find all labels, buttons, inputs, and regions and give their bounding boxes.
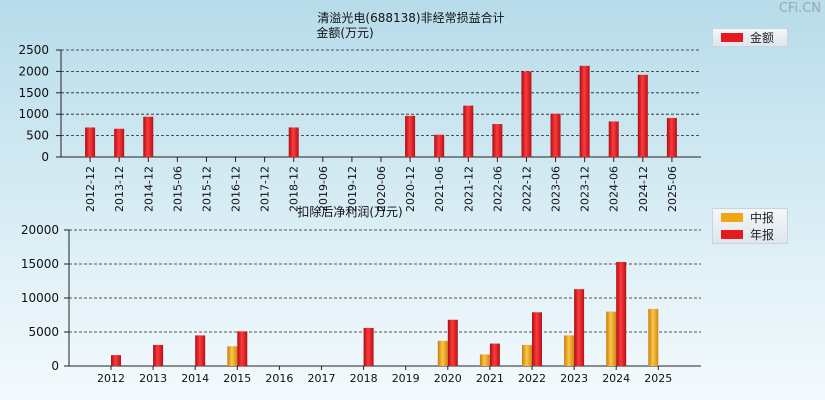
y-tick-label: 2000 — [18, 64, 49, 78]
x-tick-label: 2017 — [308, 372, 336, 385]
x-tick-label: 2024 — [602, 372, 630, 385]
x-tick-label: 2025-06 — [666, 166, 679, 212]
bottom-chart: 0 5000 10000 15000 20000 扣除后净利润(万元) 2012 2013 20… — [21, 204, 701, 385]
bar-annual — [237, 331, 248, 366]
y-tick-label: 10000 — [21, 291, 59, 305]
x-tick-label: 2019-06 — [317, 166, 330, 212]
bar-amount — [405, 115, 416, 157]
bar-interim — [479, 354, 490, 366]
bar-annual — [574, 289, 585, 366]
y-tick-label: 2500 — [18, 43, 49, 57]
legend-swatch-annual — [721, 230, 743, 239]
x-tick-label: 2017-12 — [259, 166, 272, 212]
bar-amount — [85, 127, 96, 157]
x-tick-label: 2014-12 — [142, 166, 155, 212]
bar-amount — [579, 65, 590, 157]
bar-amount — [143, 116, 154, 157]
bar-annual — [195, 335, 206, 366]
x-tick-label: 2015-12 — [200, 166, 213, 212]
bar-amount — [637, 74, 648, 157]
x-tick-label: 2015 — [223, 372, 251, 385]
x-tick-label: 2014 — [181, 372, 209, 385]
x-tick-label: 2022-12 — [520, 166, 533, 212]
y-tick-label: 500 — [26, 129, 49, 143]
legend-label-interim: 中报 — [750, 211, 775, 225]
y-tick-label: 20000 — [21, 223, 59, 237]
legend-item-amount[interactable]: 金额 — [713, 29, 787, 46]
y-tick-label: 5000 — [28, 325, 59, 339]
x-tick-label: 2018-12 — [288, 166, 301, 212]
bar-interim — [522, 344, 532, 366]
bar-amount — [550, 113, 561, 157]
x-tick-label: 2019-12 — [346, 166, 359, 212]
x-tick-label: 2015-06 — [171, 166, 184, 212]
y-tick-label: 1500 — [18, 86, 49, 100]
x-tick-label: 2013 — [139, 372, 167, 385]
x-tick-label: 2012-12 — [84, 166, 97, 212]
bar-annual — [447, 319, 458, 366]
y-tick-label: 0 — [41, 150, 49, 164]
x-tick-label: 2021-12 — [462, 166, 475, 212]
top-chart-title: 清溢光电(688138)非经常损益合计 — [317, 10, 504, 25]
bar-amount — [608, 121, 619, 157]
bar-annual — [616, 261, 627, 366]
bar-interim — [648, 308, 659, 366]
bar-amount — [434, 134, 445, 157]
bar-amount — [492, 124, 503, 157]
bar-interim — [227, 346, 238, 366]
legend-swatch-amount — [721, 33, 743, 42]
watermark: CFi.CN — [778, 1, 821, 16]
x-tick-label: 2020 — [434, 372, 462, 385]
x-tick-label: 2016 — [265, 372, 293, 385]
x-tick-label: 2025 — [644, 372, 672, 385]
bar-amount — [666, 118, 677, 157]
x-tick-label: 2021-06 — [433, 166, 446, 212]
legend-item-annual[interactable]: 年报 — [713, 226, 787, 243]
bar-amount — [114, 128, 125, 157]
x-tick-label: 2019 — [392, 372, 420, 385]
x-tick-label: 2023-12 — [579, 166, 592, 212]
bar-amount — [288, 127, 299, 157]
x-tick-label: 2022 — [518, 372, 546, 385]
x-tick-label: 2012 — [97, 372, 125, 385]
bar-amount — [521, 71, 532, 157]
bar-amount — [463, 105, 474, 157]
legend-label-annual: 年报 — [750, 228, 775, 242]
x-tick-label: 2013-12 — [113, 166, 126, 212]
top-chart-ylabel: 金额(万元) — [316, 25, 373, 40]
top-legend: 金额 — [712, 28, 788, 47]
bar-annual — [489, 343, 500, 366]
x-tick-label: 2022-06 — [491, 166, 504, 212]
top-chart: 0 500 1000 1500 2000 2500 清溢光电(688138)非经常损益合计金… — [18, 10, 701, 212]
x-tick-label: 2023-06 — [550, 166, 563, 212]
bottom-chart-title: 扣除后净利润(万元) — [297, 204, 402, 219]
x-tick-label: 2020-06 — [375, 166, 388, 212]
y-tick-label: 1000 — [18, 107, 49, 121]
bar-interim — [606, 311, 617, 366]
bar-annual — [363, 327, 374, 366]
y-tick-label: 0 — [51, 359, 59, 373]
bar-annual — [532, 312, 542, 366]
legend-item-interim[interactable]: 中报 — [713, 209, 787, 226]
x-tick-label: 2024-12 — [637, 166, 650, 212]
x-tick-label: 2021 — [476, 372, 504, 385]
bar-interim — [564, 335, 575, 366]
bar-annual — [153, 344, 164, 366]
x-tick-label: 2018 — [350, 372, 378, 385]
bar-interim — [437, 340, 448, 366]
legend-label-amount: 金额 — [750, 31, 775, 45]
x-tick-label: 2023 — [560, 372, 588, 385]
y-tick-label: 15000 — [21, 257, 59, 271]
bar-annual — [111, 355, 121, 366]
x-tick-label: 2020-12 — [404, 166, 417, 212]
x-tick-label: 2016-12 — [230, 166, 243, 212]
legend-swatch-interim — [721, 213, 743, 222]
x-tick-label: 2024-06 — [608, 166, 621, 212]
bottom-legend: 中报 年报 — [712, 208, 788, 244]
